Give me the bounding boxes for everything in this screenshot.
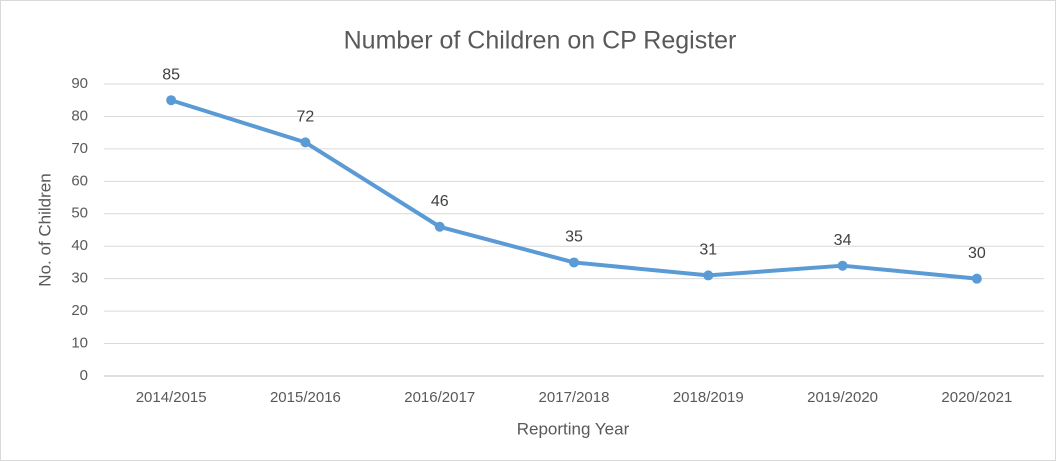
data-point [837,260,848,271]
x-tick-label: 2019/2020 [807,389,878,406]
y-tick-label: 0 [80,367,88,384]
data-point [703,270,714,281]
data-label: 72 [297,109,315,126]
y-tick-label: 70 [71,140,88,157]
data-label: 31 [699,242,717,259]
x-tick-label: 2015/2016 [270,389,341,406]
data-label: 85 [162,66,180,83]
y-tick-label: 10 [71,335,88,352]
y-tick-label: 40 [71,237,88,254]
data-label: 35 [565,229,583,246]
y-tick-label: 30 [71,270,88,287]
chart-title: Number of Children on CP Register [344,27,737,55]
data-point [300,137,311,148]
x-tick-label: 2016/2017 [404,389,475,406]
x-tick-label: 2017/2018 [539,389,610,406]
data-point [434,221,445,232]
y-axis-label: No. of Children [35,173,54,286]
data-label: 34 [834,232,852,249]
data-label: 30 [968,245,986,262]
y-tick-label: 20 [71,302,88,319]
y-tick-label: 80 [71,107,88,124]
x-axis-label: Reporting Year [517,419,630,438]
data-point [569,257,579,268]
data-label: 46 [431,193,449,210]
y-tick-label: 90 [71,75,88,92]
data-point [971,273,982,284]
x-tick-label: 2018/2019 [673,389,744,406]
x-tick-label: 2014/2015 [136,389,207,406]
y-tick-label: 60 [71,172,88,189]
x-tick-label: 2020/2021 [941,389,1012,406]
data-point [166,95,177,106]
y-tick-label: 50 [71,205,88,222]
